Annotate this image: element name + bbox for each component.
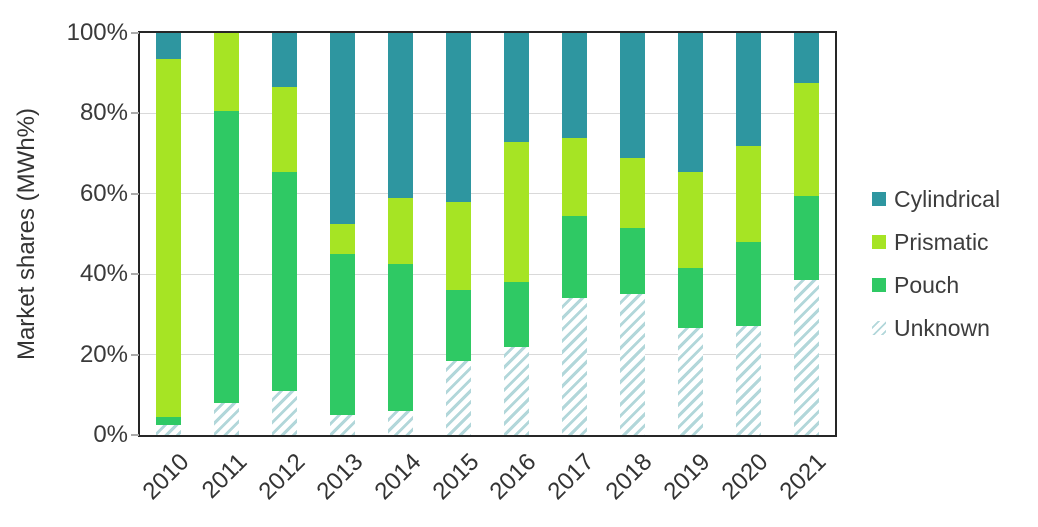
y-tick-label: 0% [93, 421, 128, 448]
segment-2012-prismatic [272, 87, 298, 172]
y-tick-mark [131, 273, 139, 276]
segment-2010-cylindrical [156, 33, 182, 60]
segment-2019-unknown [677, 328, 703, 435]
segment-2021-prismatic [793, 83, 819, 196]
segment-2021-unknown [793, 280, 819, 435]
legend-label: Prismatic [894, 229, 989, 255]
segment-2016-cylindrical [503, 33, 529, 142]
gridline-80 [140, 112, 835, 114]
segment-2016-pouch [503, 282, 529, 347]
segment-2010-prismatic [156, 59, 182, 417]
legend-swatch-cylindrical-icon [872, 192, 886, 206]
segment-2021-pouch [793, 195, 819, 281]
segment-2013-unknown [330, 414, 356, 435]
legend-item-prismatic: Prismatic [872, 228, 1000, 256]
y-tick-mark [131, 353, 139, 356]
segment-2016-unknown [503, 346, 529, 435]
segment-2021-cylindrical [793, 33, 819, 84]
legend-label: Unknown [894, 315, 990, 341]
gridline-60 [140, 193, 835, 195]
legend-label: Cylindrical [894, 186, 1001, 212]
segment-2015-pouch [446, 290, 472, 361]
segment-2018-cylindrical [619, 33, 645, 158]
legend-item-pouch: Pouch [872, 271, 1000, 299]
legend-label: Pouch [894, 272, 960, 298]
segment-2020-prismatic [735, 145, 761, 243]
segment-2019-cylindrical [677, 33, 703, 172]
segment-2013-prismatic [330, 223, 356, 255]
legend-swatch-pouch-icon [872, 278, 886, 292]
segment-2012-pouch [272, 171, 298, 391]
legend: Cylindrical Prismatic Pouch Unknown [872, 185, 1000, 357]
segment-2010-pouch [156, 416, 182, 425]
segment-2012-cylindrical [272, 33, 298, 88]
y-tick-label: 40% [79, 260, 128, 288]
segment-2010-unknown [156, 424, 182, 435]
segment-2020-unknown [735, 326, 761, 435]
plot-frame [138, 31, 837, 437]
legend-swatch-prismatic-icon [872, 235, 886, 249]
segment-2014-prismatic [388, 197, 414, 265]
y-tick-label: 20% [79, 340, 128, 368]
y-tick-mark [131, 434, 139, 436]
segment-2014-unknown [388, 410, 414, 435]
segment-2018-unknown [619, 294, 645, 435]
segment-2017-unknown [561, 298, 587, 435]
gridline-40 [140, 273, 835, 275]
segment-2019-pouch [677, 268, 703, 329]
segment-2013-pouch [330, 254, 356, 415]
y-tick-mark [131, 192, 139, 195]
y-tick-label: 80% [79, 99, 128, 127]
segment-2018-prismatic [619, 157, 645, 228]
segment-2014-cylindrical [388, 33, 414, 198]
segment-2013-cylindrical [330, 33, 356, 224]
segment-2014-pouch [388, 264, 414, 411]
segment-2011-prismatic [214, 33, 240, 112]
segment-2015-cylindrical [446, 33, 472, 202]
legend-swatch-unknown-icon [872, 321, 886, 335]
segment-2011-pouch [214, 111, 240, 403]
y-tick-label: 100% [66, 19, 128, 46]
y-tick-label: 60% [79, 179, 128, 207]
segment-2017-pouch [561, 215, 587, 299]
y-axis-title: Market shares (MWh%) [13, 107, 40, 361]
segment-2015-unknown [446, 360, 472, 435]
segment-2017-cylindrical [561, 33, 587, 138]
segment-2020-pouch [735, 242, 761, 327]
legend-item-unknown: Unknown [872, 314, 1000, 342]
segment-2015-prismatic [446, 201, 472, 291]
segment-2019-prismatic [677, 171, 703, 269]
segment-2016-prismatic [503, 141, 529, 283]
segment-2011-unknown [214, 402, 240, 435]
segment-2017-prismatic [561, 137, 587, 216]
y-tick-mark [131, 112, 139, 115]
y-tick-mark [131, 32, 139, 34]
gridline-20 [140, 354, 835, 356]
legend-item-cylindrical: Cylindrical [872, 185, 1000, 213]
segment-2020-cylindrical [735, 33, 761, 146]
segment-2012-unknown [272, 390, 298, 435]
segment-2018-pouch [619, 227, 645, 295]
